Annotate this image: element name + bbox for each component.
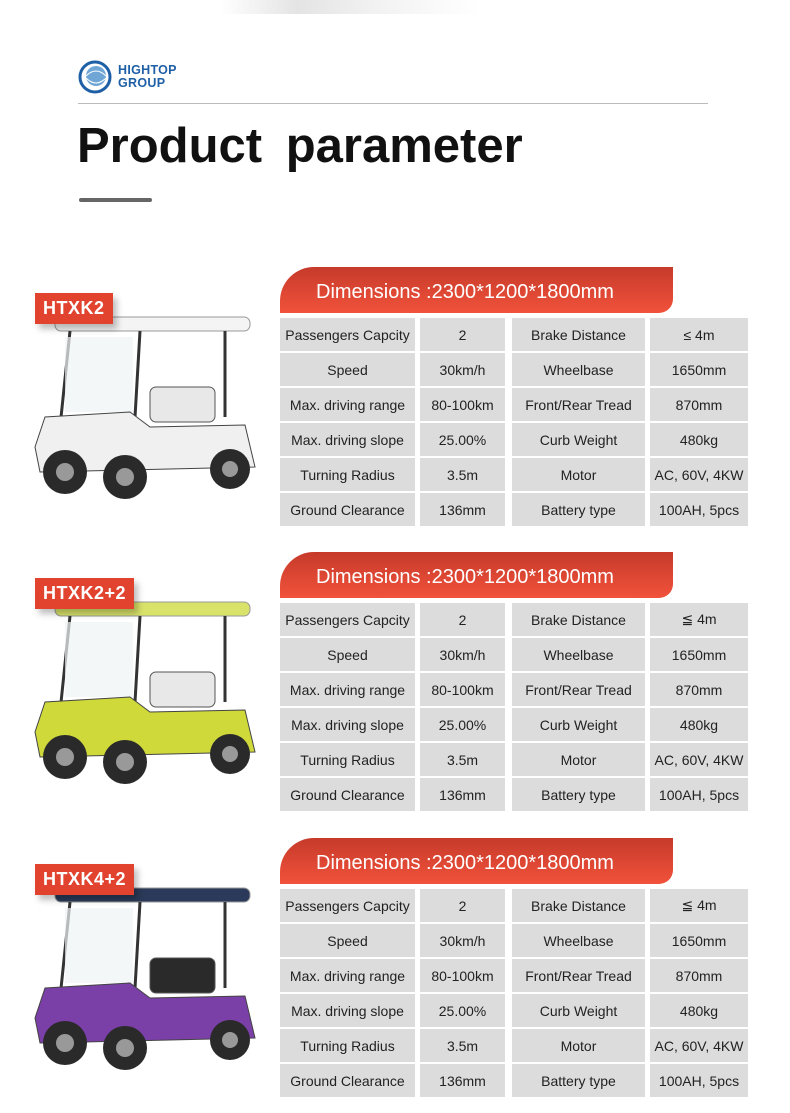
globe-logo-icon bbox=[78, 60, 112, 94]
cart-image-container bbox=[20, 878, 275, 1078]
spec-value-left: 136mm bbox=[420, 778, 505, 811]
spec-value-left: 2 bbox=[420, 318, 505, 351]
spec-label-right: Brake Distance bbox=[512, 889, 645, 922]
spec-label-right: Curb Weight bbox=[512, 423, 645, 456]
spec-value-left: 2 bbox=[420, 889, 505, 922]
spec-value-right: 870mm bbox=[650, 388, 748, 421]
spec-value-right: 1650mm bbox=[650, 638, 748, 671]
spec-label-left: Speed bbox=[280, 353, 415, 386]
spec-label-left: Max. driving range bbox=[280, 673, 415, 706]
spec-label-right: Curb Weight bbox=[512, 994, 645, 1027]
dimensions-banner: Dimensions :2300*1200*1800mm bbox=[280, 552, 673, 598]
spec-label-left: Ground Clearance bbox=[280, 493, 415, 526]
spec-value-left: 2 bbox=[420, 603, 505, 636]
spec-value-right: 480kg bbox=[650, 423, 748, 456]
spec-label-right: Brake Distance bbox=[512, 318, 645, 351]
spec-label-right: Wheelbase bbox=[512, 353, 645, 386]
top-image-strip bbox=[220, 0, 480, 14]
product-section: HTXK2 Dimensions :2300*1200*1800mm Passen… bbox=[0, 267, 790, 537]
dimensions-banner: Dimensions :2300*1200*1800mm bbox=[280, 838, 673, 884]
brand-line-2: GROUP bbox=[118, 76, 166, 90]
spec-label-right: Motor bbox=[512, 743, 645, 776]
spec-label-left: Turning Radius bbox=[280, 1029, 415, 1062]
spec-value-right: ≦ 4m bbox=[650, 603, 748, 636]
header-divider bbox=[78, 103, 708, 104]
spec-value-right: ≤ 4m bbox=[650, 318, 748, 351]
brand-line-1: HIGHTOP bbox=[118, 63, 177, 77]
spec-label-left: Max. driving slope bbox=[280, 994, 415, 1027]
spec-label-left: Passengers Capcity bbox=[280, 603, 415, 636]
spec-value-right: 100AH, 5pcs bbox=[650, 778, 748, 811]
spec-label-right: Front/Rear Tread bbox=[512, 673, 645, 706]
cart-image-container bbox=[20, 307, 275, 507]
dimensions-banner: Dimensions :2300*1200*1800mm bbox=[280, 267, 673, 313]
spec-value-left: 136mm bbox=[420, 1064, 505, 1097]
page-title: Product parameter bbox=[77, 119, 523, 173]
spec-label-left: Passengers Capcity bbox=[280, 889, 415, 922]
model-tag: HTXK2+2 bbox=[35, 578, 135, 609]
spec-value-right: 870mm bbox=[650, 959, 748, 992]
spec-value-left: 3.5m bbox=[420, 458, 505, 491]
spec-label-right: Brake Distance bbox=[512, 603, 645, 636]
spec-label-right: Motor bbox=[512, 458, 645, 491]
spec-value-left: 80-100km bbox=[420, 388, 505, 421]
model-tag: HTXK2 bbox=[35, 293, 113, 324]
spec-value-left: 30km/h bbox=[420, 924, 505, 957]
spec-label-left: Max. driving range bbox=[280, 388, 415, 421]
spec-value-left: 80-100km bbox=[420, 673, 505, 706]
product-section: HTXK2+2 Dimensions :2300*1200*1800mm Pass… bbox=[0, 552, 790, 822]
golf-cart-image bbox=[34, 316, 256, 499]
title-underline bbox=[79, 198, 152, 202]
spec-label-right: Curb Weight bbox=[512, 708, 645, 741]
spec-value-right: 1650mm bbox=[650, 353, 748, 386]
spec-value-right: ≦ 4m bbox=[650, 889, 748, 922]
spec-value-right: 1650mm bbox=[650, 924, 748, 957]
spec-value-right: 480kg bbox=[650, 994, 748, 1027]
spec-label-left: Speed bbox=[280, 638, 415, 671]
spec-label-right: Front/Rear Tread bbox=[512, 388, 645, 421]
spec-label-left: Turning Radius bbox=[280, 743, 415, 776]
cart-image-container bbox=[20, 592, 275, 792]
product-section: HTXK4+2 Dimensions :2300*1200*1800mm Pass… bbox=[0, 838, 790, 1108]
spec-label-right: Battery type bbox=[512, 493, 645, 526]
golf-cart-image bbox=[34, 887, 256, 1070]
spec-value-left: 25.00% bbox=[420, 423, 505, 456]
spec-label-right: Motor bbox=[512, 1029, 645, 1062]
spec-label-left: Max. driving slope bbox=[280, 423, 415, 456]
spec-label-right: Wheelbase bbox=[512, 638, 645, 671]
spec-label-left: Speed bbox=[280, 924, 415, 957]
spec-value-right: 100AH, 5pcs bbox=[650, 493, 748, 526]
spec-value-left: 3.5m bbox=[420, 743, 505, 776]
spec-value-left: 30km/h bbox=[420, 353, 505, 386]
spec-label-left: Ground Clearance bbox=[280, 778, 415, 811]
spec-label-right: Battery type bbox=[512, 1064, 645, 1097]
spec-value-left: 80-100km bbox=[420, 959, 505, 992]
golf-cart-image bbox=[34, 601, 256, 784]
spec-value-left: 136mm bbox=[420, 493, 505, 526]
spec-value-right: AC, 60V, 4KW bbox=[650, 458, 748, 491]
spec-label-right: Wheelbase bbox=[512, 924, 645, 957]
spec-value-right: AC, 60V, 4KW bbox=[650, 743, 748, 776]
spec-value-right: AC, 60V, 4KW bbox=[650, 1029, 748, 1062]
spec-value-left: 30km/h bbox=[420, 638, 505, 671]
spec-label-left: Turning Radius bbox=[280, 458, 415, 491]
brand-logo: HIGHTOP GROUP bbox=[78, 60, 177, 94]
spec-value-right: 870mm bbox=[650, 673, 748, 706]
spec-label-left: Ground Clearance bbox=[280, 1064, 415, 1097]
spec-value-right: 100AH, 5pcs bbox=[650, 1064, 748, 1097]
spec-label-right: Battery type bbox=[512, 778, 645, 811]
spec-label-right: Front/Rear Tread bbox=[512, 959, 645, 992]
spec-value-left: 25.00% bbox=[420, 708, 505, 741]
spec-label-left: Max. driving slope bbox=[280, 708, 415, 741]
spec-label-left: Passengers Capcity bbox=[280, 318, 415, 351]
spec-value-right: 480kg bbox=[650, 708, 748, 741]
spec-value-left: 25.00% bbox=[420, 994, 505, 1027]
spec-label-left: Max. driving range bbox=[280, 959, 415, 992]
model-tag: HTXK4+2 bbox=[35, 864, 135, 895]
spec-value-left: 3.5m bbox=[420, 1029, 505, 1062]
